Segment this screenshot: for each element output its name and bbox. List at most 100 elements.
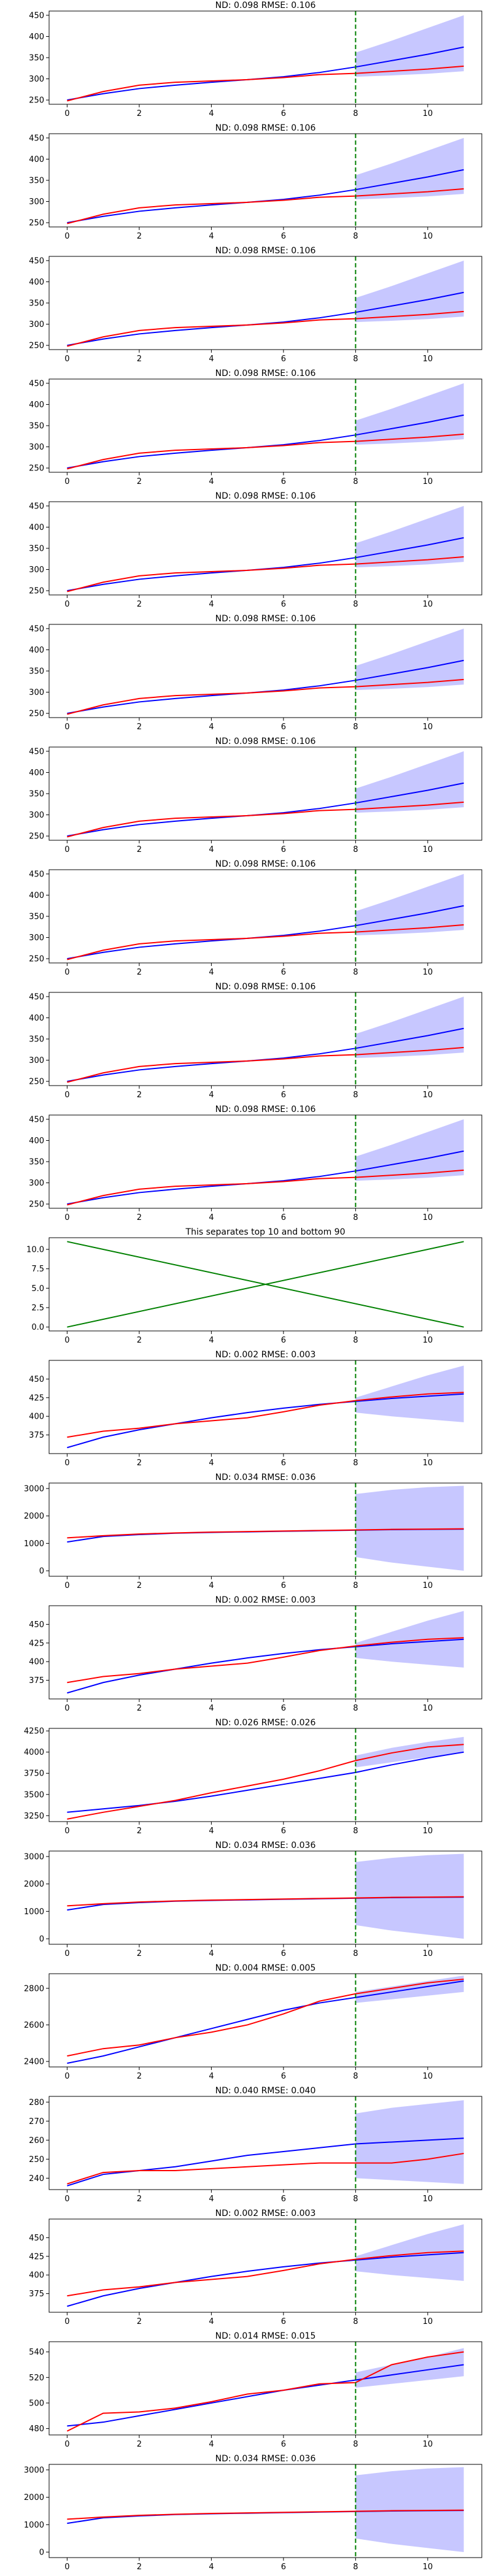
y-tick-label: 300 <box>29 443 44 452</box>
x-tick-label: 4 <box>209 1704 214 1713</box>
y-tick-label: 450 <box>29 256 44 266</box>
x-tick-label: 8 <box>353 2195 358 2204</box>
x-tick-label: 6 <box>281 1827 286 1836</box>
x-tick-label: 2 <box>137 2072 142 2081</box>
series-line <box>66 2351 464 2432</box>
series-line <box>67 1638 464 1694</box>
x-tick-label: 8 <box>353 1827 358 1836</box>
y-tick-label: 3000 <box>24 1484 44 1493</box>
y-tick-label: 350 <box>29 422 44 431</box>
y-tick-label: 300 <box>29 1179 44 1188</box>
x-tick-label: 4 <box>209 600 214 609</box>
x-tick-label: 6 <box>281 1459 286 1468</box>
x-tick-label: 0 <box>64 2072 69 2081</box>
chart-title: ND: 0.098 RMSE: 0.106 <box>215 1 316 10</box>
x-tick-label: 8 <box>353 232 358 241</box>
x-tick-label: 0 <box>64 1091 69 1100</box>
forecast-interval-band <box>355 1736 464 1768</box>
x-tick-label: 0 <box>64 1336 69 1345</box>
forecast-interval-band <box>355 873 464 936</box>
y-tick-label: 450 <box>29 134 44 143</box>
chart-panel: ND: 0.098 RMSE: 0.106 0 2 4 6 8 10 250 300 350 400… <box>29 982 482 1100</box>
series-line <box>67 1751 464 1813</box>
x-tick-label: 6 <box>281 723 286 732</box>
series-line <box>67 2364 464 2427</box>
plot-frame <box>48 2341 482 2436</box>
plot-frame <box>48 1605 482 1700</box>
chart-panel: ND: 0.014 RMSE: 0.015 0 2 4 6 8 10 480 500 520 540 <box>29 2331 482 2449</box>
y-tick-label: 250 <box>29 955 44 964</box>
x-tick-label: 0 <box>64 1704 69 1713</box>
y-tick-label: 250 <box>29 464 44 473</box>
y-tick-label: 10.0 <box>26 1246 44 1255</box>
x-tick-label: 4 <box>209 723 214 732</box>
chart-title: ND: 0.098 RMSE: 0.106 <box>215 737 316 746</box>
x-tick-label: 0 <box>64 2317 69 2326</box>
y-tick-label: 450 <box>29 992 44 1002</box>
x-tick-label: 10 <box>423 477 433 486</box>
chart-panel: ND: 0.026 RMSE: 0.026 0 2 4 6 8 10 3250 3500 3750… <box>24 1718 482 1836</box>
chart-panel: ND: 0.098 RMSE: 0.106 0 2 4 6 8 10 250 300 350 400… <box>29 123 482 241</box>
y-tick-label: 300 <box>29 933 44 943</box>
x-tick-label: 0 <box>64 2440 69 2449</box>
x-tick-label: 8 <box>353 1459 358 1468</box>
x-tick-label: 4 <box>209 1949 214 1958</box>
chart-panel: ND: 0.098 RMSE: 0.106 0 2 4 6 8 10 250 300 350 400… <box>29 737 482 854</box>
series-line <box>67 433 464 470</box>
x-tick-label: 10 <box>423 968 433 977</box>
y-tick-label: 1000 <box>24 1907 44 1917</box>
y-tick-label: 280 <box>29 2098 44 2107</box>
x-tick-label: 0 <box>64 355 69 364</box>
series-line <box>67 678 464 715</box>
forecast-interval-band <box>355 1853 464 1939</box>
x-tick-label: 2 <box>137 2195 142 2204</box>
y-tick-label: 350 <box>29 790 44 799</box>
y-tick-label: 300 <box>29 811 44 820</box>
series-line <box>67 1978 464 2057</box>
plot-frame <box>48 1360 482 1454</box>
x-tick-label: 6 <box>281 477 286 486</box>
x-tick-label: 4 <box>209 2195 214 2204</box>
x-tick-label: 4 <box>209 968 214 977</box>
series-line <box>67 1392 464 1438</box>
x-tick-label: 4 <box>209 355 214 364</box>
x-tick-label: 8 <box>353 2072 358 2081</box>
y-tick-label: 400 <box>29 401 44 410</box>
y-tick-label: 250 <box>29 710 44 719</box>
x-tick-label: 8 <box>353 1336 358 1345</box>
series-line <box>67 2250 464 2297</box>
plot-frame <box>48 1237 482 1332</box>
x-tick-label: 2 <box>137 2440 142 2449</box>
chart-title: ND: 0.002 RMSE: 0.003 <box>215 2209 316 2218</box>
x-tick-label: 2 <box>137 2317 142 2326</box>
x-tick-label: 2 <box>137 1581 142 1590</box>
x-tick-label: 10 <box>423 1336 433 1345</box>
x-tick-label: 6 <box>281 845 286 854</box>
y-tick-label: 350 <box>29 913 44 922</box>
y-tick-label: 450 <box>29 870 44 879</box>
x-tick-label: 8 <box>353 2440 358 2449</box>
chart-panel: ND: 0.002 RMSE: 0.003 0 2 4 6 8 10 375 400 425 450 <box>29 2209 482 2326</box>
y-tick-label: 400 <box>29 523 44 532</box>
chart-panel: ND: 0.034 RMSE: 0.036 0 2 4 6 8 10 0 1000 2000 300… <box>24 1473 482 1590</box>
y-tick-label: 2800 <box>24 1984 44 1993</box>
y-tick-label: 450 <box>29 502 44 511</box>
y-tick-label: 450 <box>29 1620 44 1630</box>
y-tick-label: 260 <box>29 2136 44 2145</box>
chart-title: ND: 0.034 RMSE: 0.036 <box>215 2454 316 2464</box>
y-tick-label: 480 <box>29 2425 44 2434</box>
x-tick-label: 6 <box>281 1213 286 1222</box>
series-line <box>67 188 464 224</box>
plot-frame <box>48 1973 482 2068</box>
x-tick-label: 8 <box>353 1091 358 1100</box>
x-tick-label: 0 <box>64 477 69 486</box>
chart-panel: ND: 0.040 RMSE: 0.040 0 2 4 6 8 10 240 250 260 270… <box>29 2086 482 2204</box>
series-line <box>67 1046 464 1083</box>
x-tick-label: 8 <box>353 2317 358 2326</box>
y-tick-label: 400 <box>29 891 44 900</box>
y-tick-label: 500 <box>29 2399 44 2408</box>
x-tick-label: 4 <box>209 1336 214 1345</box>
x-tick-label: 8 <box>353 1949 358 1958</box>
x-tick-label: 4 <box>209 1091 214 1100</box>
x-tick-label: 2 <box>137 968 142 977</box>
